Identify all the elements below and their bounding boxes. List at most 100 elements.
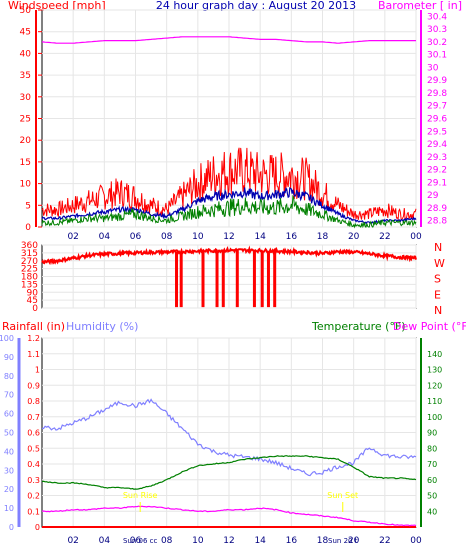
- windspeed-axis-label: Windspeed [mph]: [8, 0, 106, 12]
- windspeed-tick-label: 5: [25, 201, 31, 211]
- compass-label: N: [434, 304, 442, 317]
- x-tick-label: 04: [99, 232, 111, 242]
- temperature-tick-label: 100: [427, 413, 442, 422]
- rainfall-tick-label: 1.2: [27, 334, 40, 343]
- direction-swing: [260, 250, 264, 308]
- temperature-tick-label: 90: [427, 429, 437, 438]
- direction-tick-label: 180: [21, 273, 38, 283]
- windspeed-tick-label: 15: [20, 158, 31, 168]
- direction-swing: [235, 250, 239, 308]
- direction-tick-label: 45: [27, 296, 38, 306]
- direction-swing: [215, 250, 219, 308]
- x-tick-label: 22: [379, 536, 390, 546]
- x-tick-label: 08: [161, 536, 173, 546]
- compass-label: N: [434, 241, 442, 254]
- temperature-tick-label: 110: [427, 397, 442, 406]
- rainfall-tick-label: 0.2: [27, 492, 40, 501]
- series-gust: [41, 147, 417, 222]
- series-temperature: [41, 455, 417, 490]
- x-tick-label: 02: [67, 232, 78, 242]
- x-tick-label: 00: [410, 536, 422, 546]
- x-tick-label: 06: [130, 536, 142, 546]
- sun-marker-label: Sun Rise: [123, 491, 158, 500]
- windspeed-tick-label: 35: [20, 71, 31, 81]
- direction-tick-label: 360: [21, 241, 38, 251]
- humidity-tick-label: 50: [4, 429, 14, 438]
- humidity-tick-label: 90: [4, 353, 14, 362]
- rainfall-tick-label: 1.1: [27, 350, 40, 359]
- barometer-tick-label: 28.8: [427, 217, 447, 227]
- barometer-tick-label: 29.6: [427, 115, 447, 125]
- barometer-tick-label: 30.1: [427, 51, 447, 61]
- dew-point-axis-label: Dew Point (°F): [393, 320, 466, 333]
- x-tick-label: 20: [348, 232, 360, 242]
- rainfall-tick-label: 1: [35, 366, 40, 375]
- humidity-tick-label: 20: [4, 485, 14, 494]
- humidity-tick-label: 80: [4, 372, 14, 381]
- x-tick-label: 02: [67, 536, 78, 546]
- x-tick-label: 16: [286, 536, 298, 546]
- windspeed-tick-label: 10: [20, 180, 32, 190]
- x-tick-label: 12: [223, 232, 234, 242]
- direction-swing: [273, 250, 277, 308]
- humidity-axis-label: Humidity (%): [66, 320, 138, 333]
- rainfall-tick-label: 0.8: [27, 397, 40, 406]
- compass-label: E: [434, 288, 441, 301]
- series-wind-direction: [41, 245, 417, 266]
- barometer-tick-label: 29.5: [427, 127, 447, 137]
- windspeed-tick-label: 45: [20, 28, 31, 38]
- x-tick-label: 14: [254, 232, 266, 242]
- rainfall-tick-label: 0.6: [27, 429, 40, 438]
- rainfall-axis-label: Rainfall (in): [2, 320, 65, 333]
- windspeed-tick-label: 0: [25, 223, 31, 233]
- temperature-tick-label: 130: [427, 366, 442, 375]
- x-tick-label: 20: [348, 536, 360, 546]
- direction-swing: [175, 251, 179, 308]
- direction-tick-label: 315: [21, 249, 38, 259]
- barometer-tick-label: 29.3: [427, 153, 447, 163]
- barometer-tick-label: 29.2: [427, 166, 447, 176]
- temperature-tick-label: 50: [427, 492, 437, 501]
- series-avg: [41, 187, 417, 225]
- series-barometer: [41, 36, 416, 44]
- wind-barometer-panel: 02 04 06 08 10 12 14 16 18 20 22 000510152025303540…: [20, 6, 448, 242]
- sun-marker-label: Sun Set: [327, 491, 358, 500]
- barometer-tick-label: 29: [427, 191, 439, 201]
- temperature-tick-label: 40: [427, 507, 437, 516]
- x-tick-label: 18: [317, 232, 329, 242]
- sun-axis-label: Sun 20 t: [328, 537, 358, 545]
- rainfall-tick-label: 0.4: [27, 460, 40, 469]
- compass-label: S: [434, 273, 441, 286]
- barometer-tick-label: 30.2: [427, 38, 447, 48]
- x-tick-label: 06: [130, 232, 142, 242]
- windspeed-tick-label: 40: [20, 49, 32, 59]
- direction-tick-label: 270: [21, 257, 38, 267]
- x-tick-label: 10: [192, 536, 204, 546]
- windspeed-tick-label: 25: [20, 115, 31, 125]
- temperature-tick-label: 60: [427, 476, 437, 485]
- x-tick-label: 08: [161, 232, 173, 242]
- rainfall-tick-label: 0.1: [27, 507, 40, 516]
- rainfall-tick-label: 0.7: [27, 413, 40, 422]
- humidity-tick-label: 60: [4, 410, 14, 419]
- direction-swing: [252, 250, 256, 308]
- series-dew_point: [41, 505, 417, 527]
- temperature-tick-label: 120: [427, 381, 442, 390]
- series-humidity: [41, 398, 417, 477]
- barometer-tick-label: 30.4: [427, 12, 447, 22]
- x-tick-label: 22: [379, 232, 390, 242]
- humidity-tick-label: 100: [0, 334, 14, 343]
- humidity-tick-label: 70: [4, 391, 14, 400]
- rainfall-tick-label: 0.5: [27, 444, 40, 453]
- rainfall-tick-label: 0: [35, 523, 40, 532]
- rain-humidity-temperature-panel: 02 04 06 08 10 12 14 16 18 20 22 0000.10.20.30.40.5…: [0, 334, 442, 546]
- humidity-tick-label: 40: [4, 447, 14, 456]
- rainfall-tick-label: 0.3: [27, 476, 40, 485]
- x-tick-label: 18: [317, 536, 329, 546]
- page-title: 24 hour graph day : August 20 2013: [156, 0, 356, 12]
- direction-swing: [221, 250, 225, 308]
- direction-tick-label: 90: [27, 288, 39, 298]
